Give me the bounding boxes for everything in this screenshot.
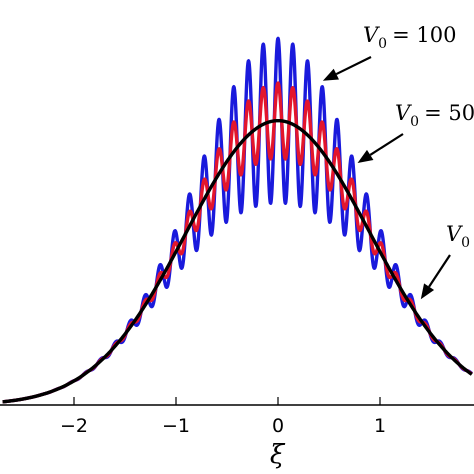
annotation-label: V0 = 50 bbox=[395, 101, 474, 130]
annotation-label: V0 bbox=[446, 222, 470, 251]
x-axis: −2 −1 0 1 ξ bbox=[0, 397, 474, 470]
x-tick-label: 1 bbox=[374, 415, 386, 437]
series-line-3 bbox=[1, 118, 474, 404]
x-tick-label: −1 bbox=[162, 415, 190, 437]
annotation-arrow-head bbox=[420, 283, 435, 300]
x-axis-title: ξ bbox=[270, 440, 286, 470]
x-tick-label: 0 bbox=[272, 415, 284, 437]
annotation-arrow-line bbox=[335, 56, 372, 76]
series-line-2 bbox=[1, 81, 474, 404]
annotation-3: V0 bbox=[420, 222, 470, 300]
annotation-1: V0 = 100 bbox=[322, 23, 456, 81]
annotation-2: V0 = 50 bbox=[357, 101, 474, 163]
annotation-arrow-line bbox=[428, 254, 451, 288]
annotation-arrow-head bbox=[357, 149, 374, 163]
annotations: V0 = 100 V0 = 50 V0 bbox=[322, 23, 474, 300]
annotation-arrow-line bbox=[369, 133, 404, 156]
annotation-label: V0 = 100 bbox=[363, 23, 456, 52]
curves bbox=[1, 36, 474, 404]
x-tick-label: −2 bbox=[60, 415, 88, 437]
series-line-1 bbox=[1, 36, 474, 404]
annotation-arrow-head bbox=[322, 68, 339, 81]
